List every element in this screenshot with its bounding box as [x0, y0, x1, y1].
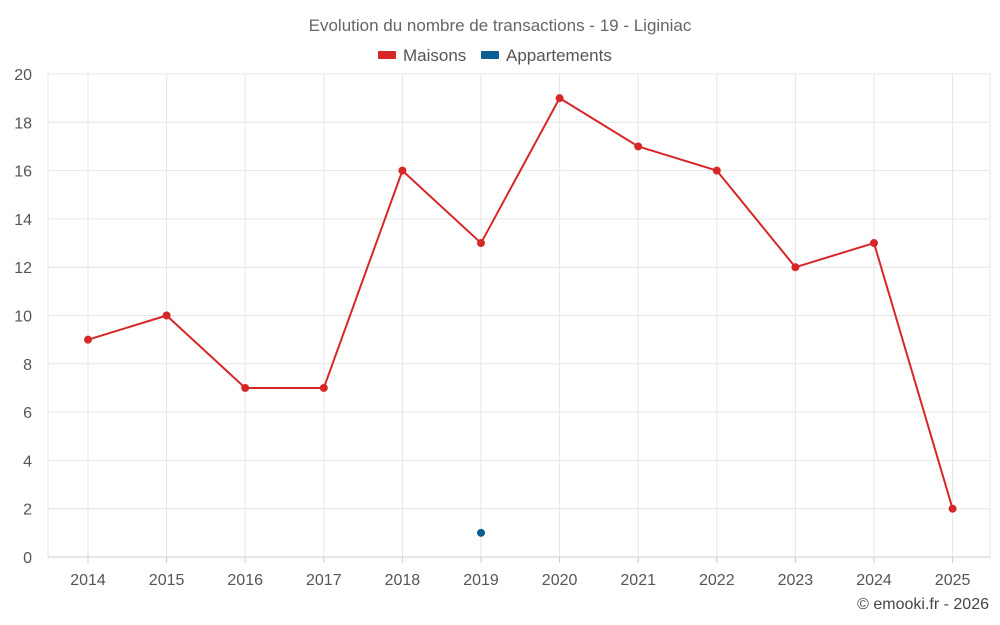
y-tick-label: 2	[23, 502, 32, 519]
credit-text: © emooki.fr - 2026	[857, 596, 989, 613]
series-line-maisons	[87, 97, 954, 509]
series-layer	[84, 94, 957, 537]
legend-label-maisons: Maisons	[403, 46, 466, 65]
y-tick-label: 10	[14, 309, 32, 326]
legend-label-appartements: Appartements	[506, 46, 612, 65]
chart-title: Evolution du nombre de transactions - 19…	[309, 16, 692, 35]
legend-item-appartements[interactable]: Appartements	[481, 46, 612, 65]
series-appartements	[477, 528, 485, 537]
gridlines	[47, 73, 991, 557]
y-tick-label: 0	[23, 550, 32, 567]
data-point-maisons[interactable]	[477, 239, 485, 248]
y-tick-label: 12	[14, 260, 32, 277]
x-tick-label: 2025	[935, 572, 971, 589]
x-tick-label: 2015	[149, 572, 185, 589]
x-tick-label: 2018	[385, 572, 421, 589]
x-tick-label: 2014	[70, 572, 106, 589]
y-tick-label: 14	[14, 212, 32, 229]
data-point-maisons[interactable]	[634, 142, 643, 151]
x-tick-label: 2019	[463, 572, 499, 589]
data-point-maisons[interactable]	[319, 383, 328, 392]
data-point-maisons[interactable]	[241, 383, 250, 392]
x-tick-label: 2023	[778, 572, 814, 589]
data-point-maisons[interactable]	[398, 166, 407, 175]
data-point-maisons[interactable]	[162, 311, 171, 320]
x-tick-label: 2017	[306, 572, 342, 589]
x-tick-label: 2024	[856, 572, 892, 589]
y-axis: 0 2 4 6 8 10 12 14 16 18 20	[14, 67, 32, 567]
data-point-appartements[interactable]	[477, 528, 485, 537]
data-point-maisons[interactable]	[712, 166, 721, 175]
legend-swatch-maisons	[378, 51, 396, 59]
y-tick-label: 8	[23, 357, 32, 374]
data-point-maisons[interactable]	[791, 263, 800, 272]
y-tick-label: 18	[14, 115, 32, 132]
data-point-maisons[interactable]	[555, 94, 564, 103]
x-axis: 2014 2015 2016 2017 2018 2019 2020 2021 2022 2023…	[48, 556, 990, 589]
y-tick-label: 20	[14, 67, 32, 84]
y-tick-label: 6	[23, 405, 32, 422]
y-tick-label: 4	[23, 453, 32, 470]
data-point-maisons[interactable]	[84, 335, 92, 344]
x-tick-label: 2016	[227, 572, 263, 589]
series-maisons	[84, 94, 957, 513]
legend-swatch-appartements	[481, 51, 499, 59]
legend: Maisons Appartements	[378, 46, 612, 65]
data-point-maisons[interactable]	[948, 504, 957, 513]
y-tick-label: 16	[14, 164, 32, 181]
x-tick-label: 2020	[542, 572, 578, 589]
x-tick-label: 2021	[620, 572, 656, 589]
x-tick-label: 2022	[699, 572, 735, 589]
data-point-maisons[interactable]	[870, 239, 878, 248]
legend-item-maisons[interactable]: Maisons	[378, 46, 466, 65]
